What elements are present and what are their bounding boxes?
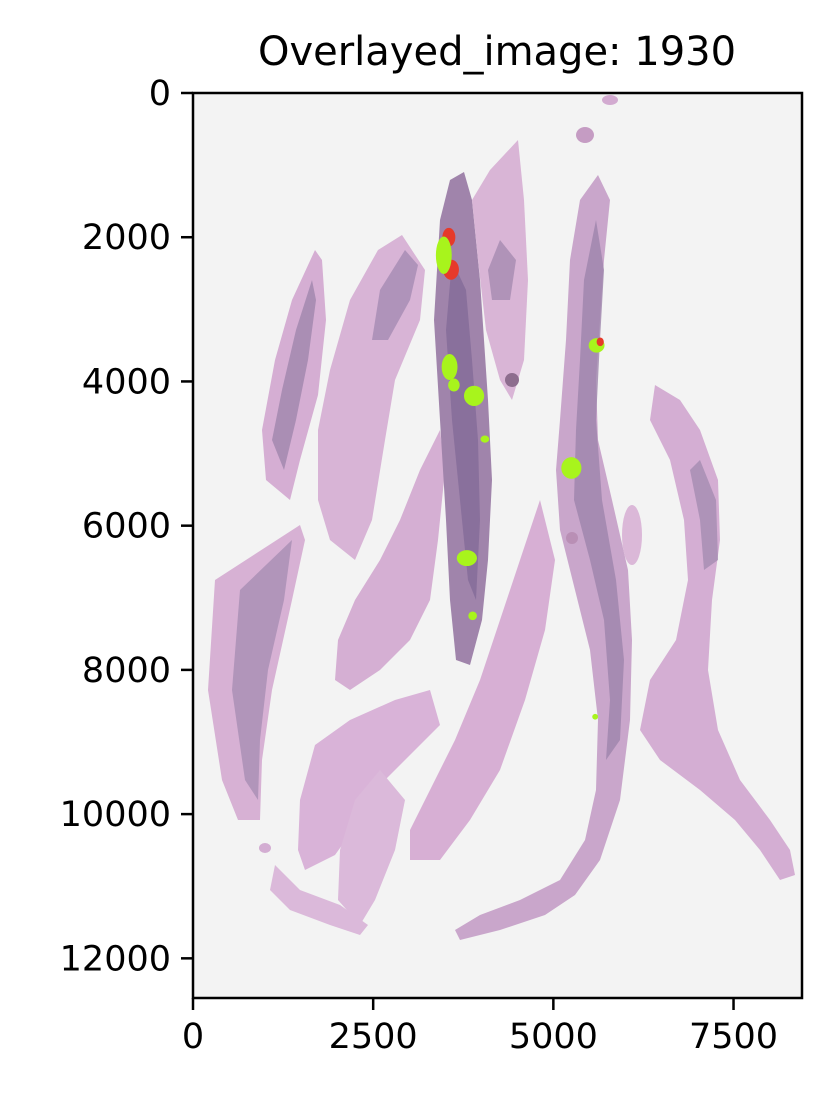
tissue-fragment	[566, 532, 578, 544]
y-tick-label: 4000	[82, 362, 171, 402]
overlay-region-green	[468, 611, 477, 621]
overlay-region-green	[561, 457, 582, 479]
tissue-strip-i	[640, 385, 795, 880]
overlay-region-red	[596, 337, 604, 347]
tissue-strip-g	[410, 500, 555, 860]
tissue-strip-e-dark	[446, 260, 480, 600]
y-tick-label: 10000	[60, 795, 171, 835]
tissue-fragment	[602, 95, 618, 105]
y-tick-label: 6000	[82, 507, 171, 547]
y-tick-label: 0	[149, 74, 171, 114]
tissue-fragment	[622, 505, 642, 565]
tissue-strip-d	[335, 430, 445, 690]
x-tick-label: 5000	[509, 1017, 598, 1057]
tissue-fragment-bottom-left	[270, 865, 368, 935]
plot-area	[193, 93, 802, 998]
tissue-fragment	[576, 127, 594, 143]
overlay-region-green	[456, 550, 477, 567]
tissue-fragment	[505, 373, 519, 387]
y-tick-label: 2000	[82, 218, 171, 258]
tissue-strip-f-epithelium	[488, 240, 516, 300]
x-tick-label: 7500	[689, 1017, 778, 1057]
overlay-region-green	[463, 385, 485, 406]
tissue-sections	[208, 95, 795, 940]
overlay-region-green	[592, 713, 599, 720]
tissue-strip-i-dark	[690, 460, 718, 570]
axes-frame	[191, 91, 804, 1000]
x-axis: 0 2500 5000 7500	[182, 998, 778, 1057]
overlay-region-green	[435, 236, 452, 274]
tissue-strip-c-epithelium	[372, 250, 418, 340]
overlay-region-green	[441, 354, 458, 381]
overlay-region-green	[480, 435, 490, 443]
tissue-mass-lower-left	[298, 690, 440, 870]
y-axis: 0 2000 4000 6000 8000 10000 12000	[60, 74, 193, 979]
y-tick-label: 8000	[82, 651, 171, 691]
tissue-strip-b-epithelium	[272, 280, 316, 470]
tissue-strip-a-epithelium	[232, 540, 292, 800]
x-tick-label: 2500	[329, 1017, 418, 1057]
tissue-mass-lower-left-2	[338, 770, 405, 925]
overlay-region-green	[448, 378, 460, 392]
tissue-fragment	[259, 843, 271, 853]
chart-title: Overlayed_image: 1930	[258, 29, 736, 75]
tissue-strip-h-dark	[574, 220, 624, 760]
y-tick-label: 12000	[60, 939, 171, 979]
overlay-regions	[435, 227, 605, 720]
x-tick-label: 0	[182, 1017, 204, 1057]
